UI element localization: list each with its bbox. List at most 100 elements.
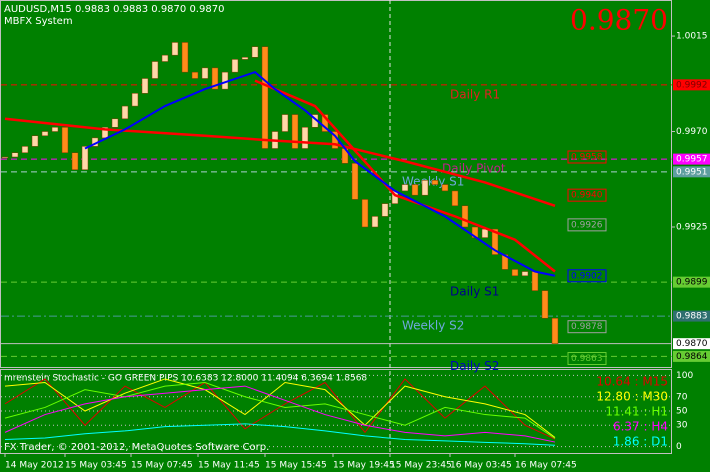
candle [161,54,169,62]
price-box [673,338,710,350]
price-box-label: 0.9957 [676,155,708,165]
candle [81,146,89,170]
x-tick-label: 16 May 03:45 [450,461,512,471]
legend-entry: 10.64 : M15 [596,375,668,389]
main-frame [0,0,672,368]
candle [171,42,179,56]
x-tick-label: 15 May 03:45 [65,461,127,471]
level-name: Daily Pivot [442,162,506,176]
system-name: MBFX System [4,16,73,27]
candle [441,184,449,192]
stochastic-line [4,378,556,440]
y-tick-label: 30 [676,421,688,431]
candle [21,146,29,153]
candle [111,118,119,128]
price-tag-label: 0.9926 [571,220,603,230]
price-tag-label: 0.9940 [571,191,603,201]
price-box-label: 0.9951 [676,167,708,177]
price-tag-label: 0.9878 [571,322,603,332]
candle [401,184,409,192]
candle [121,105,129,120]
candle [51,127,59,132]
candle [41,131,49,137]
price-tag [567,188,607,202]
price-tag-label: 0.9958 [571,152,603,162]
legend-entry: 12.80 : M30 [596,390,668,404]
candle [61,127,69,153]
price-tag [567,320,607,334]
candle [421,180,429,196]
candle [381,203,389,217]
y-tick-label: 70 [676,392,688,402]
legend-entry: 1.86 : D1 [613,435,668,449]
copyright: FX Trader, © 2001-2012, MetaQuotes Softw… [4,442,269,453]
symbol-line: AUDUSD,M15 0.9883 0.9883 0.9870 0.9870 [4,4,224,15]
candle [451,190,459,207]
stochastic-line [4,378,556,438]
price-tag-label: 0.9902 [571,271,603,281]
big-price: 0.9870 [570,4,668,37]
candle [281,114,289,132]
level-name: Weekly S2 [402,319,464,333]
stochastic-line [4,382,556,439]
candle [1,156,9,159]
candle [261,46,269,149]
candle [11,152,19,158]
indicator-title: mrenstein Stochastic - GO GREEN PIPS 10.… [4,374,367,384]
candle [541,290,549,319]
candle [31,135,39,147]
price-box-label: 0.9870 [676,339,708,349]
level-name: Daily S1 [450,285,499,299]
x-tick-label: 15 May 07:45 [131,461,193,471]
y-tick-label: 0.9925 [676,222,708,232]
candle [191,71,199,79]
moving-average [84,70,556,277]
price-box [673,153,710,165]
stochastic-line [4,423,556,446]
candle [491,228,499,255]
price-tag [567,150,607,164]
moving-average [254,79,556,273]
candle [71,152,79,170]
candle [481,228,489,238]
price-box [673,310,710,322]
legend-entry: 6.37 : H4 [613,420,668,434]
candle [531,271,539,291]
level-name: Daily S2 [450,359,499,373]
candle [181,42,189,73]
price-tag [567,218,607,232]
candle [361,199,369,228]
candle [211,67,219,90]
price-box-label: 0.9899 [676,278,708,288]
price-tag [567,269,607,283]
price-box-label: 0.9883 [676,312,708,322]
candle [291,114,299,149]
candle [371,216,379,228]
x-tick-label: 15 May 15:45 [265,461,327,471]
candle [321,114,329,132]
price-box [673,276,710,288]
candle [511,269,519,277]
candle [411,184,419,196]
candle [131,93,139,107]
candle [431,180,439,185]
y-tick-label: 50 [676,407,688,417]
price-box [673,350,710,362]
price-tag [567,352,607,366]
legend-entry: 11.41 : H1 [605,405,668,419]
y-tick-label: 0.9970 [676,127,708,137]
x-tick-label: 16 May 07:45 [515,461,577,471]
price-box-label: 0.9864 [676,352,708,362]
price-box [673,79,710,91]
x-tick-label: 14 May 2012 [5,461,64,471]
y-tick-label: 100 [676,371,693,381]
y-tick-label: 1.0015 [676,32,708,42]
x-tick-label: 15 May 23:45 [390,461,452,471]
candle [141,78,149,94]
candle [351,163,359,200]
candle [551,317,559,344]
candle [301,127,309,149]
candle [521,271,529,277]
indicator-frame [0,369,672,454]
